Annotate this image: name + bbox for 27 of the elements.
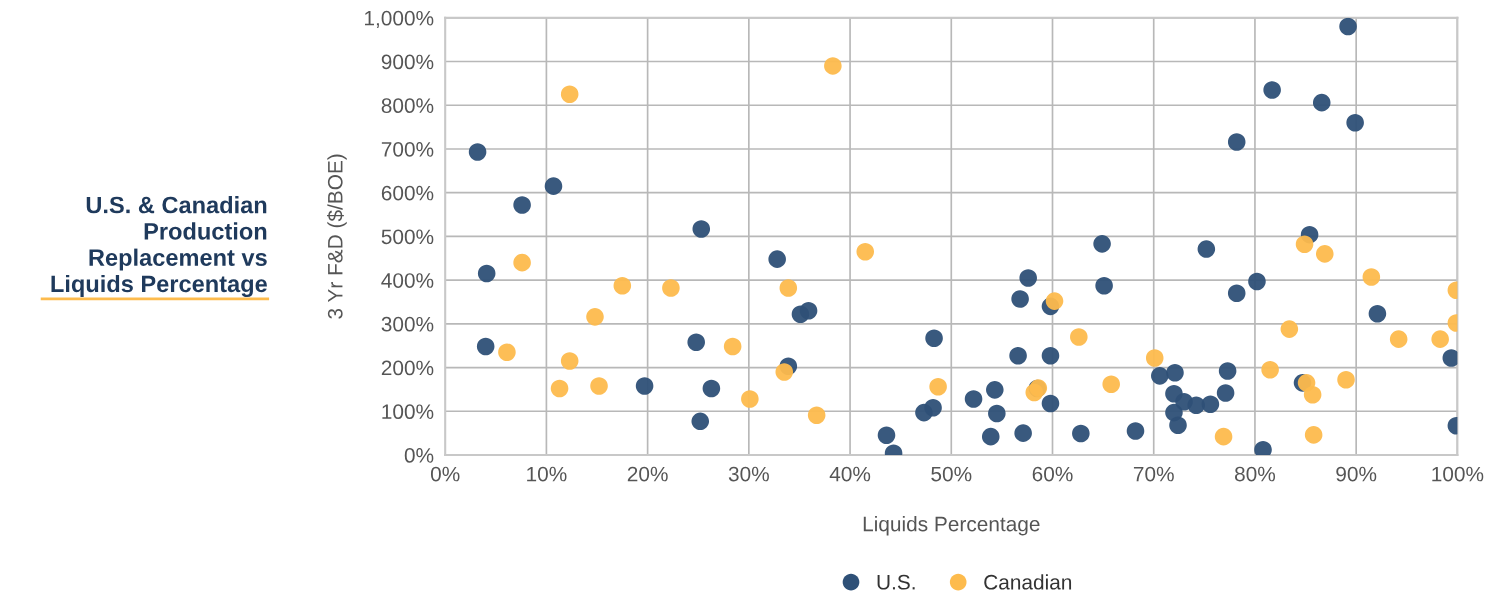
x-tick-label: 100% [1432,466,1484,482]
y-tick-label: 100% [382,404,434,420]
y-tick-label: 1,000% [365,10,434,29]
x-tick-label: 70% [1133,466,1174,482]
y-axis-title: 3 Yr F&D ($/BOE) [327,154,347,319]
y-tick-label: 400% [381,273,434,288]
x-axis-title: Liquids Percentage [863,516,1040,536]
x-tick-label: 60% [1032,466,1073,482]
y-tick-label: 600% [381,185,434,201]
y-tick-label: 900% [381,54,434,70]
x-tick-label: 90% [1336,466,1377,482]
y-tick-label: 500% [381,229,434,245]
x-tick-label: 40% [829,466,871,482]
x-tick-label: 20% [627,466,668,482]
x-tick-label: 10% [527,466,567,482]
x-tick-label: 0% [430,466,460,482]
x-tick-label: 50% [931,466,972,482]
x-tick-label: 30% [728,466,769,482]
y-tick-label: 800% [381,98,434,114]
legend-label: Canadian [984,574,1072,590]
y-tick-label: 700% [381,141,434,157]
text: U.S. & Canadian Production Replacement vs Liquids Percentage [51,196,267,297]
x-tick-label: 80% [1234,466,1276,482]
y-tick-label: 300% [381,316,434,332]
y-tick-label: 200% [381,360,434,376]
y-tick-label: 0% [404,448,434,463]
legend-label: U.S. [877,574,915,590]
